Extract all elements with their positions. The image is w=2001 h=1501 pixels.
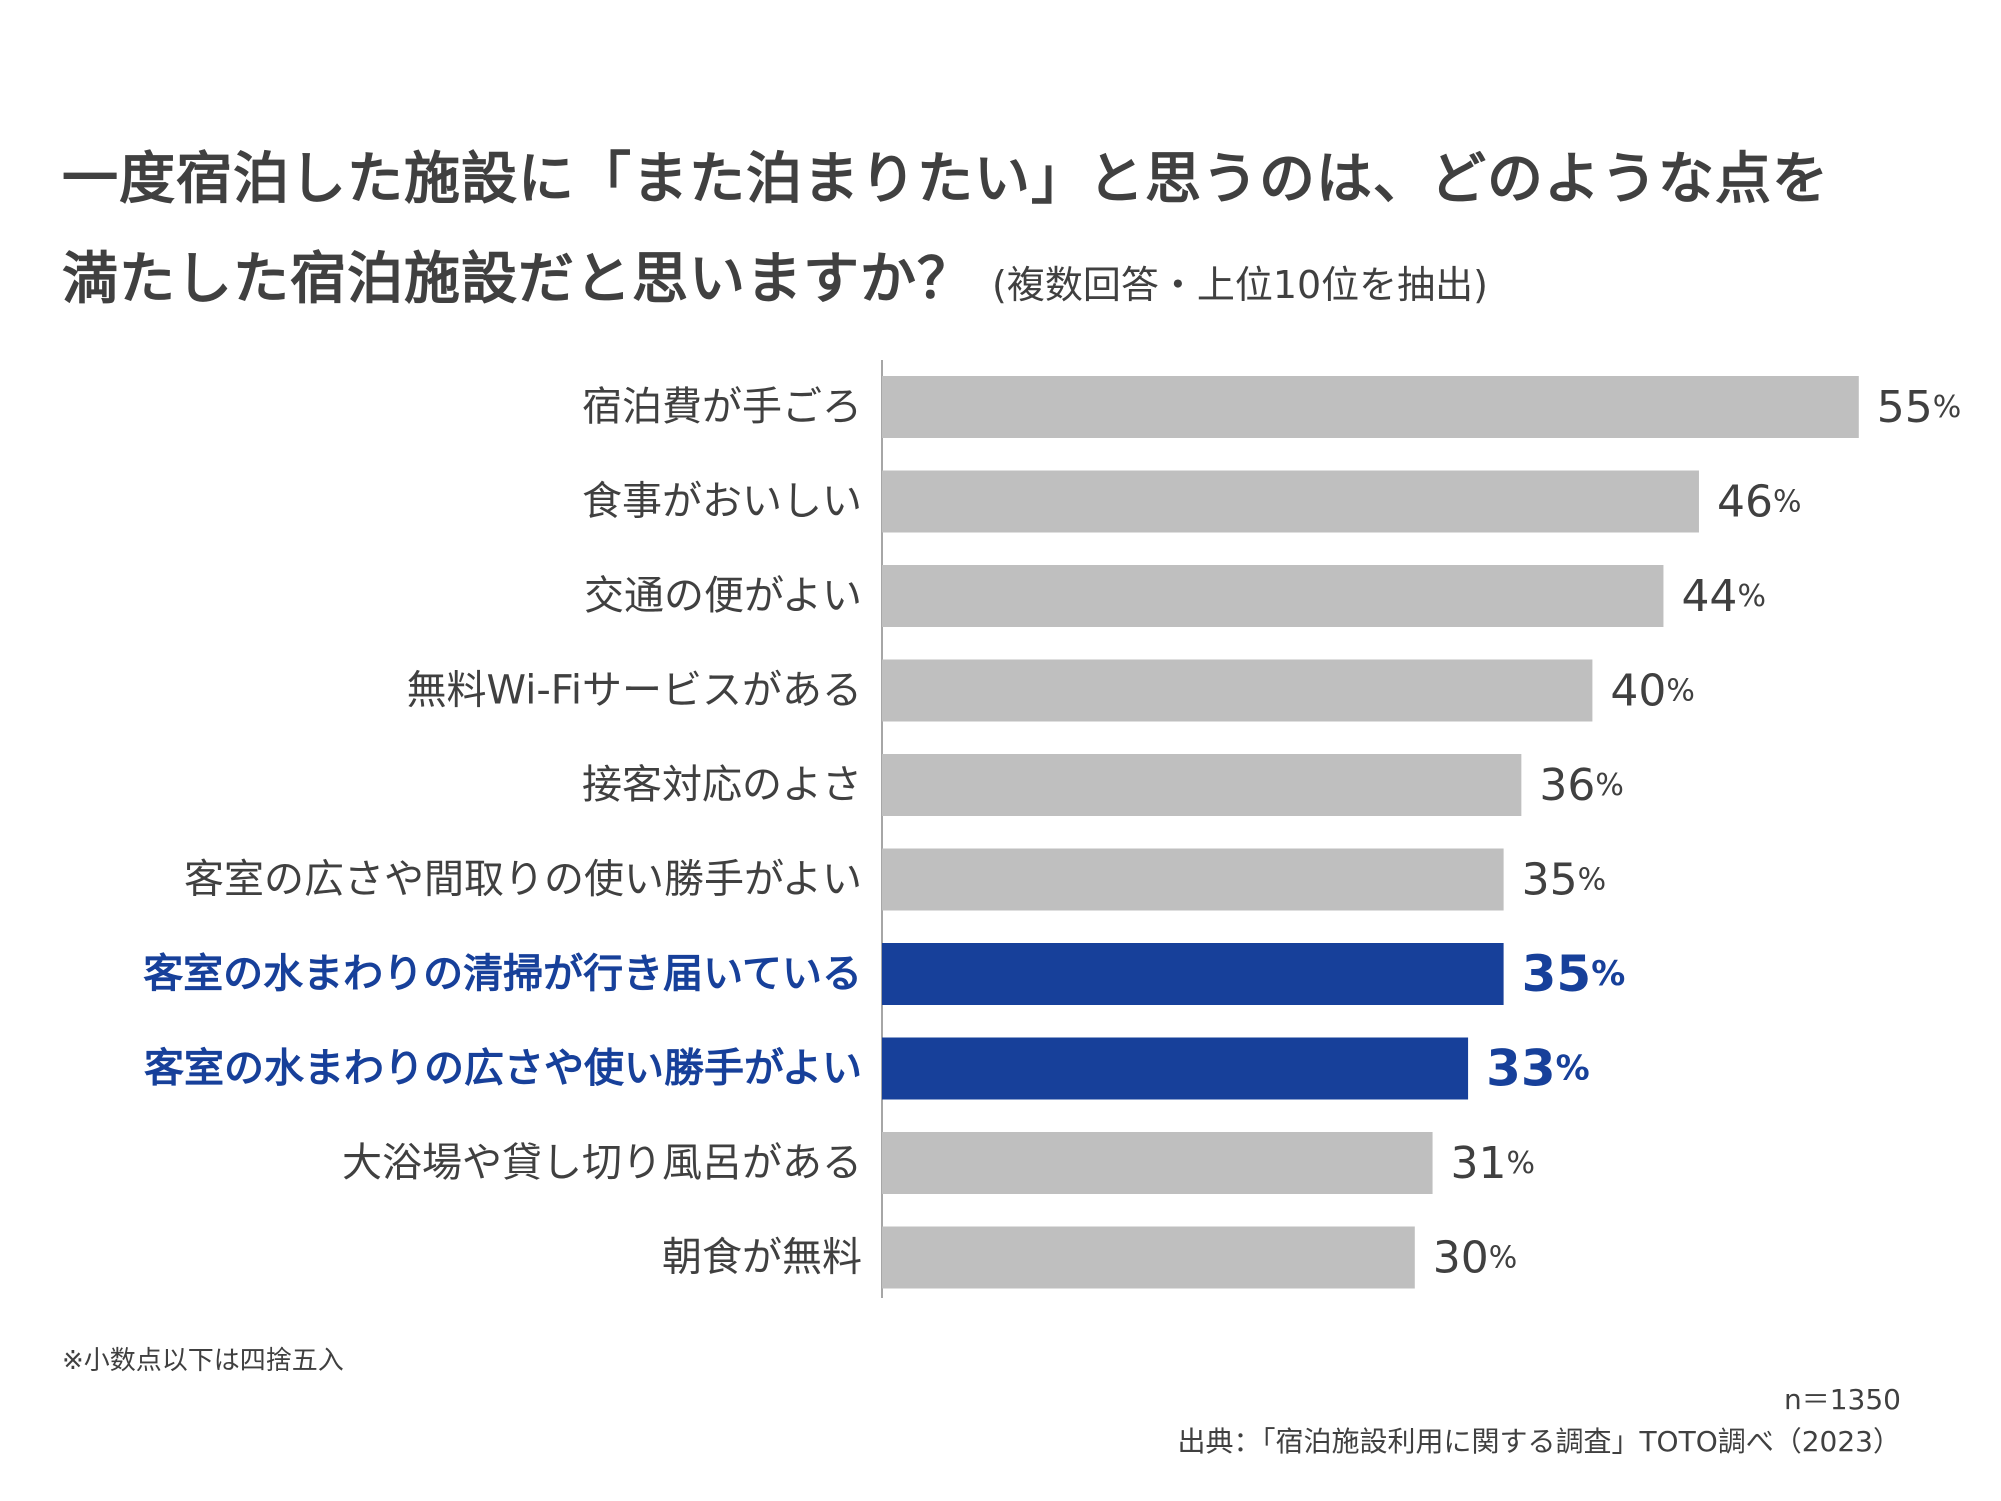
value-unit-0: % [1933,390,1962,425]
bar-3 [882,659,1593,722]
chart-title-line2: 満たした宿泊施設だと思いますか？ [62,247,974,312]
value-unit-4: % [1595,768,1624,803]
value-number-9: 30 [1433,1232,1489,1283]
chart-title-line2-row: 満たした宿泊施設だと思いますか？ (複数回答・上位10位を抽出) [62,252,1488,309]
bar-6 [882,943,1504,1005]
value-unit-5: % [1578,862,1607,897]
chart-title-line1: 一度宿泊した施設に「また泊まりたい」と思うのは、どのような点を [62,147,1829,212]
value-number-2: 44 [1681,571,1737,622]
value-number-1: 46 [1717,476,1773,527]
value-label-7: 33% [1486,1040,1590,1098]
bar-8 [882,1132,1433,1194]
category-label-8: 大浴場や貸し切り風呂がある [342,1140,862,1186]
sample-size: n＝1350 [1783,1383,1901,1416]
bar-1 [882,470,1699,533]
value-unit-9: % [1489,1240,1518,1275]
value-unit-7: % [1556,1049,1590,1089]
value-label-1: 46% [1717,476,1802,527]
category-label-6: 客室の水まわりの清掃が行き届いている [143,951,862,997]
value-label-6: 35% [1522,945,1626,1003]
category-label-2: 交通の便がよい [584,573,862,619]
bar-5 [882,848,1504,911]
value-label-0: 55% [1877,382,1962,433]
value-label-2: 44% [1681,571,1766,622]
category-label-1: 食事がおいしい [582,479,862,525]
bar-4 [882,754,1522,816]
value-label-8: 31% [1451,1138,1536,1189]
value-unit-6: % [1591,954,1625,994]
category-label-4: 接客対応のよさ [582,762,862,808]
value-unit-2: % [1737,579,1766,614]
value-number-0: 55 [1877,382,1933,433]
value-label-3: 40% [1610,665,1695,716]
value-number-6: 35 [1522,945,1592,1003]
bar-9 [882,1226,1415,1289]
value-label-4: 36% [1539,760,1624,811]
value-number-8: 31 [1451,1138,1507,1189]
category-label-3: 無料Wi-Fiサービスがある [407,668,862,714]
value-unit-1: % [1773,484,1802,519]
value-number-3: 40 [1610,665,1666,716]
source-note: 出典：「宿泊施設利用に関する調査」TOTO調べ（2023） [1177,1425,1901,1458]
value-label-9: 30% [1433,1232,1518,1283]
category-label-9: 朝食が無料 [662,1235,862,1281]
value-number-5: 35 [1522,854,1578,905]
value-number-7: 33 [1486,1040,1556,1098]
value-unit-8: % [1507,1146,1536,1181]
category-label-0: 宿泊費が手ごろ [582,384,862,430]
value-label-5: 35% [1522,854,1607,905]
chart-subtitle: (複数回答・上位10位を抽出) [992,263,1489,307]
bar-0 [882,376,1859,438]
bar-7 [882,1037,1469,1100]
bar-chart: 宿泊費が手ごろ 55% 食事がおいしい 46% 交通の便がよい 44% 無料Wi-Fiサービ… [143,360,1962,1298]
bar-2 [882,565,1664,627]
category-label-7: 客室の水まわりの広さや使い勝手がよい [144,1046,862,1092]
category-label-5: 客室の広さや間取りの使い勝手がよい [184,857,862,903]
value-number-4: 36 [1539,760,1595,811]
footnote: ※小数点以下は四捨五入 [62,1346,344,1376]
value-unit-3: % [1666,673,1695,708]
